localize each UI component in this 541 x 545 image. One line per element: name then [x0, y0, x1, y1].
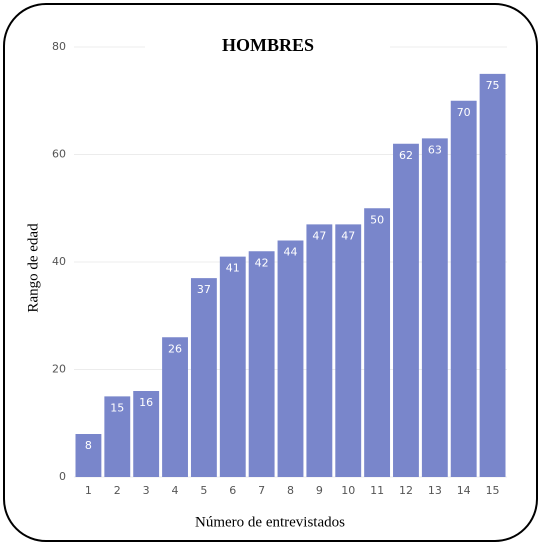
- data-label: 47: [341, 229, 355, 242]
- x-tick-label: 4: [172, 484, 179, 497]
- chart-title: HOMBRES: [222, 35, 314, 55]
- bar: [393, 143, 419, 477]
- y-axis-label: Rango de edad: [25, 223, 41, 313]
- bar: [450, 100, 477, 477]
- data-label: 26: [168, 342, 182, 355]
- y-tick-label: 60: [52, 148, 66, 161]
- bar: [219, 256, 246, 477]
- data-label: 62: [399, 149, 413, 162]
- bar: [306, 224, 333, 477]
- bar: [133, 391, 160, 477]
- bar: [364, 208, 391, 477]
- data-label: 44: [284, 246, 298, 259]
- title-background: [145, 34, 390, 60]
- bar: [190, 278, 217, 477]
- x-tick-label: 7: [258, 484, 265, 497]
- x-tick-label: 10: [341, 484, 355, 497]
- data-label: 47: [312, 229, 326, 242]
- bar: [248, 251, 275, 477]
- bar: [335, 224, 362, 477]
- data-label: 8: [85, 439, 92, 452]
- x-tick-label: 13: [428, 484, 442, 497]
- bar: [421, 138, 448, 477]
- data-label: 63: [428, 143, 442, 156]
- y-tick-label: 80: [52, 40, 66, 53]
- x-tick-label: 6: [229, 484, 236, 497]
- data-label: 15: [110, 401, 124, 414]
- bar: [75, 434, 102, 477]
- data-label: 41: [226, 262, 240, 275]
- bar: [277, 240, 304, 477]
- x-tick-label: 12: [399, 484, 413, 497]
- x-tick-label: 9: [316, 484, 323, 497]
- x-tick-label: 1: [85, 484, 92, 497]
- data-label: 70: [457, 106, 471, 119]
- data-label: 42: [255, 256, 269, 269]
- x-tick-label: 5: [200, 484, 207, 497]
- y-tick-label: 0: [59, 470, 66, 483]
- data-label: 50: [370, 213, 384, 226]
- x-tick-label: 14: [457, 484, 471, 497]
- bar: [162, 337, 188, 477]
- x-tick-label: 3: [143, 484, 150, 497]
- bar: [479, 73, 506, 477]
- data-label: 37: [197, 283, 211, 296]
- x-axis-label: Número de entrevistados: [195, 514, 345, 530]
- x-tick-label: 2: [114, 484, 121, 497]
- y-tick-label: 20: [52, 363, 66, 376]
- x-tick-label: 15: [486, 484, 500, 497]
- bar: [104, 396, 131, 477]
- x-tick-label: 8: [287, 484, 294, 497]
- y-tick-label: 40: [52, 255, 66, 268]
- data-label: 16: [139, 396, 153, 409]
- plot: 0 20 40 60 80 1 8 2 15 3 16 4 26 5 37 6 41 7 42 8 44 9 47 10 47 1…: [52, 40, 507, 497]
- data-label: 75: [486, 79, 500, 92]
- x-tick-label: 11: [370, 484, 384, 497]
